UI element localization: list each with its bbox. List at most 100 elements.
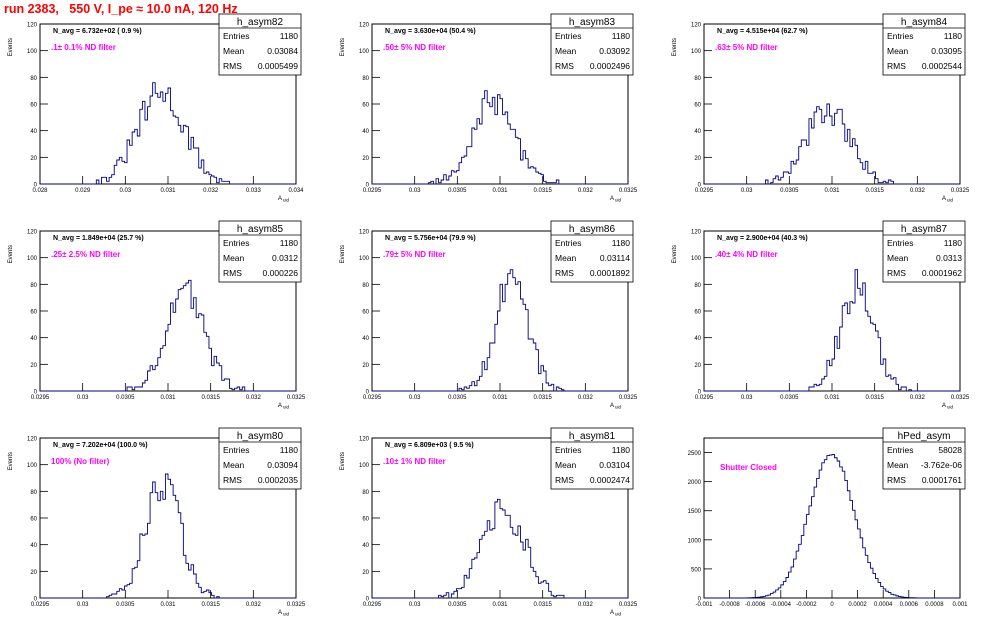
stats-box: h_asym84 Entries 1180 Mean 0.03095 RMS 0.00025… [882,13,966,76]
histogram-series [372,90,628,185]
stat-value: 0.0001892 [590,268,630,278]
stat-value: 1180 [280,238,299,248]
x-tick-label: 0.031 [824,395,840,401]
x-tick-label: 0.032 [578,188,594,194]
y-tick-label: 20 [694,363,701,369]
y-axis-label: Events [672,245,678,263]
histogram-series [40,473,296,599]
y-tick-label: 0 [698,597,702,603]
stat-label: Entries [223,31,249,41]
x-tick-label: -0.0002 [796,602,817,608]
stat-label: Mean [555,253,577,263]
histogram-name: h_asym81 [569,431,616,442]
x-axis-label: Auid [610,196,622,203]
histogram-name: h_asym80 [237,431,284,442]
y-tick-label: 100 [359,49,370,55]
stat-value: 1180 [280,445,299,455]
y-tick-label: 120 [359,230,370,236]
stat-value: 0.0005499 [258,61,298,71]
stat-value: 1180 [612,238,631,248]
x-tick-label: 0.031 [492,602,508,608]
filter-label: .1± 0.1% ND filter [51,43,116,52]
y-tick-label: 120 [359,437,370,443]
x-tick-label: 0.0295 [31,602,50,608]
histogram-svg: 0 20 40 60 80 100 120 0.0295 0.03 0.0305 0.031 0.03… [340,427,638,617]
stat-label: Entries [555,445,581,455]
y-tick-label: 500 [691,567,702,573]
stat-value: 0.000226 [263,268,299,278]
y-tick-label: 100 [27,49,38,55]
y-tick-label: 40 [30,543,37,549]
stats-box: h_asym85 Entries 1180 Mean 0.0312 RMS 0.000226 [218,220,302,283]
y-tick-label: 60 [362,310,369,316]
x-tick-label: 0.0305 [116,602,135,608]
x-axis-label: Auid [610,403,622,410]
x-tick-label: 0.0315 [865,188,884,194]
histogram-name: h_asym86 [569,224,616,235]
x-tick-label: 0.0325 [951,395,970,401]
stat-value: 1180 [612,445,631,455]
x-tick-label: 0.0002 [848,602,867,608]
stat-value: 0.0313 [936,253,962,263]
stat-value: 0.0002496 [590,61,630,71]
x-tick-label: 0.0315 [865,395,884,401]
navg-label: N_avg = 5.756e+04 (79.9 %) [385,235,476,242]
histogram-svg: 0 20 40 60 80 100 120 0.0295 0.03 0.0305 0.031 0.03… [8,220,306,410]
y-tick-label: 60 [362,517,369,523]
histogram-svg: 0 20 40 60 80 100 120 0.0295 0.03 0.0305 0.031 0.03… [672,13,970,203]
histogram-panel-h_asym84: 0 20 40 60 80 100 120 0.0295 0.03 0.0305 0.031 0.03… [664,0,996,207]
x-axis-label: Auid [278,610,290,617]
x-tick-label: 0.032 [578,395,594,401]
histogram-name: h_asym85 [237,224,284,235]
y-tick-label: 80 [362,490,369,496]
y-tick-label: 120 [27,437,38,443]
y-tick-label: 0 [34,390,38,396]
x-tick-label: 0.0315 [533,602,552,608]
y-axis-label: Events [672,38,678,56]
x-axis-label-sub: uid [615,405,622,410]
x-tick-label: 0.0315 [201,602,220,608]
x-axis-label: Auid [942,196,954,203]
y-tick-label: 60 [30,517,37,523]
y-tick-label: 0 [366,390,370,396]
stats-box: h_asym83 Entries 1180 Mean 0.03092 RMS 0.00024… [550,13,634,76]
x-tick-label: -0.0008 [719,602,740,608]
histogram-panel-h_asym81: 0 20 40 60 80 100 120 0.0295 0.03 0.0305 0.031 0.03… [332,414,664,621]
histogram-series [704,269,960,392]
histogram-series [704,103,960,185]
stat-value: 0.03104 [599,460,630,470]
y-tick-label: 0 [366,183,370,189]
histogram-svg: 0 20 40 60 80 100 120 0.028 0.029 0.03 0.031 0.032 0… [8,13,304,203]
histogram-series [40,279,296,392]
y-axis-label: Events [8,452,14,470]
histogram-name: h_asym83 [569,17,616,28]
stat-label: Mean [223,253,245,263]
histogram-series [704,453,960,599]
stat-value: 0.0001962 [922,268,962,278]
x-tick-label: 0 [830,602,834,608]
stat-label: Entries [555,238,581,248]
stats-box-frame [882,220,966,283]
y-tick-label: 120 [691,230,702,236]
x-tick-label: 0.032 [910,188,926,194]
y-tick-label: 80 [30,283,37,289]
stats-box-frame [218,220,302,283]
stat-label: RMS [555,475,574,485]
x-axis-label-sub: uid [947,405,954,410]
filter-label: .10± 1% ND filter [383,457,446,466]
stat-value: 0.03084 [267,46,298,56]
y-tick-label: 100 [691,49,702,55]
y-axis-label: Events [340,245,346,263]
x-tick-label: 0.001 [952,602,968,608]
x-tick-label: 0.0305 [116,395,135,401]
stats-box: h_asym86 Entries 1180 Mean 0.03114 RMS 0.00018… [550,220,634,283]
y-tick-label: 80 [30,76,37,82]
x-axis-label: Auid [278,403,290,410]
y-tick-label: 20 [30,570,37,576]
y-tick-label: 40 [30,336,37,342]
navg-label: N_avg = 4.515e+04 (62.7 %) [717,28,808,35]
x-tick-label: 0.0325 [287,602,306,608]
y-tick-label: 40 [362,543,369,549]
navg-label: N_avg = 6.809e+03 ( 9.5 %) [385,442,474,449]
